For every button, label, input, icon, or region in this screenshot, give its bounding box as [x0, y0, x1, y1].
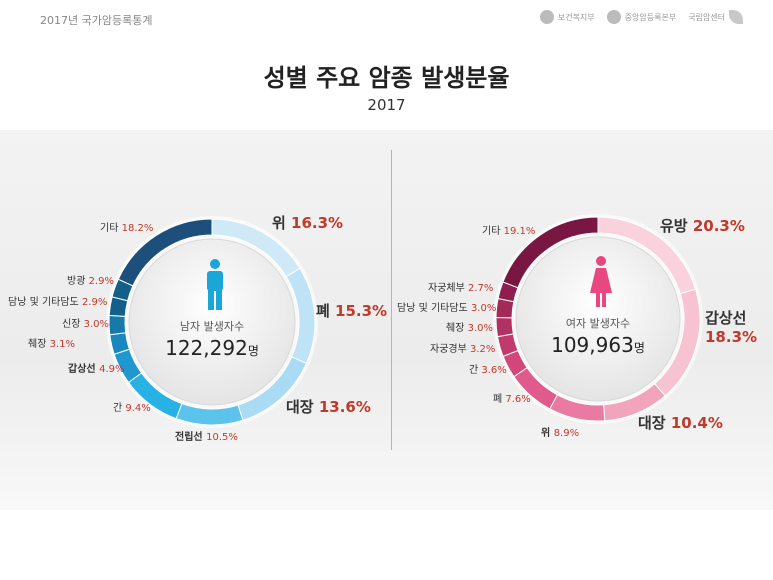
top-bar: 2017년 국가암등록통계 보건복지부 중앙암등록본부 국립암센터 — [0, 0, 773, 40]
slice-label-text: 기타 19.1% — [482, 225, 535, 237]
slice-label-text: 신장 3.0% — [62, 318, 109, 330]
slice-label: 방광 2.9% — [67, 275, 114, 287]
slice-label: 췌장 3.1% — [28, 338, 75, 350]
slice-췌장 — [495, 317, 514, 338]
slice-label-text: 췌장 3.0% — [446, 322, 493, 334]
slice-label-text: 간 3.6% — [469, 364, 507, 376]
slice-label: 담낭 및 기타담도 2.9% — [8, 296, 107, 308]
slice-label-text: 기타 18.2% — [100, 222, 153, 234]
slice-기타 — [502, 216, 599, 289]
page-title: 성별 주요 암종 발생분율 — [263, 64, 510, 92]
registry-emblem-icon — [606, 10, 621, 24]
slice-label-text: 유방 20.3% — [660, 217, 745, 235]
slice-label: 신장 3.0% — [62, 318, 109, 330]
slice-label-text: 방광 2.9% — [67, 275, 114, 287]
slice-label: 자궁경부 3.2% — [430, 342, 495, 355]
slice-label-text: 간 9.4% — [113, 402, 151, 414]
page-subtitle: 2017 — [367, 96, 406, 114]
donut-center-disc — [515, 236, 681, 402]
slice-label: 담낭 및 기타담도 3.0% — [397, 302, 496, 314]
slice-label-text: 폐 15.3% — [316, 302, 387, 320]
slice-label-text: 대장 10.4% — [638, 414, 723, 432]
bottom-blank — [0, 510, 773, 580]
slice-label-text: 갑상선 4.9% — [68, 362, 125, 375]
slice-label: 갑상선 4.9% — [68, 362, 125, 375]
slice-label: 간 3.6% — [469, 364, 507, 376]
source-label: 2017년 국가암등록통계 — [40, 14, 153, 27]
slice-신장 — [108, 314, 127, 336]
registry-logo: 중앙암등록본부 — [606, 10, 677, 24]
slice-label: 기타 19.1% — [482, 225, 535, 237]
slice-label-text: 위 8.9% — [541, 426, 579, 439]
slice-label: 대장 10.4% — [638, 414, 723, 432]
center-label: 여자 발생자수 — [566, 317, 630, 330]
slice-label: 위 8.9% — [541, 426, 579, 439]
male-donut-chart: 남자 발생자수 122,292명 위 16.3% 폐 15.3% 대장 13.6% 전립선… — [8, 214, 387, 443]
donut-center-disc — [128, 238, 296, 406]
slice-label: 자궁체부 2.7% — [428, 282, 493, 294]
slice-label-text: 췌장 3.1% — [28, 338, 75, 350]
leaf-icon — [729, 10, 743, 24]
slice-label: 전립선 10.5% — [175, 430, 238, 443]
male-person-icon — [207, 259, 223, 310]
logo-group: 보건복지부 중앙암등록본부 국립암센터 — [539, 10, 743, 24]
slice-label-text: 폐 7.6% — [493, 393, 531, 405]
slice-label: 간 9.4% — [113, 402, 151, 414]
slice-label-text: 대장 13.6% — [286, 398, 371, 416]
slice-기타 — [117, 218, 213, 287]
slice-label-text: 담낭 및 기타담도 3.0% — [397, 302, 496, 314]
slice-label-name: 갑상선 — [705, 309, 746, 327]
female-person-icon — [590, 256, 612, 307]
slice-label: 대장 13.6% — [286, 398, 371, 416]
cancer-center-logo: 국립암센터 — [688, 10, 743, 24]
slice-label: 췌장 3.0% — [446, 322, 493, 334]
registry-logo-text: 중앙암등록본부 — [624, 12, 677, 22]
cancer-center-logo-text: 국립암센터 — [688, 12, 725, 22]
center-value: 122,292명 — [165, 336, 259, 360]
slice-label: 기타 18.2% — [100, 222, 153, 234]
center-value: 109,963명 — [551, 333, 645, 357]
slice-label: 유방 20.3% — [660, 217, 745, 235]
slice-label-text: 자궁체부 2.7% — [428, 282, 493, 294]
slice-label: 폐 7.6% — [493, 393, 531, 405]
slice-label-text: 위 16.3% — [272, 214, 343, 232]
slice-label: 위 16.3% — [272, 214, 343, 232]
slice-label-text: 자궁경부 3.2% — [430, 342, 495, 355]
ministry-emblem-icon — [539, 10, 554, 24]
slice-label-text: 전립선 10.5% — [175, 430, 238, 443]
center-divider — [391, 150, 392, 450]
slice-label-text: 담낭 및 기타담도 2.9% — [8, 296, 107, 308]
center-label: 남자 발생자수 — [180, 320, 244, 333]
slice-label: 폐 15.3% — [316, 302, 387, 320]
ministry-logo-text: 보건복지부 — [557, 12, 595, 22]
slice-label-value: 18.3% — [705, 328, 757, 346]
ministry-logo: 보건복지부 — [539, 10, 595, 24]
